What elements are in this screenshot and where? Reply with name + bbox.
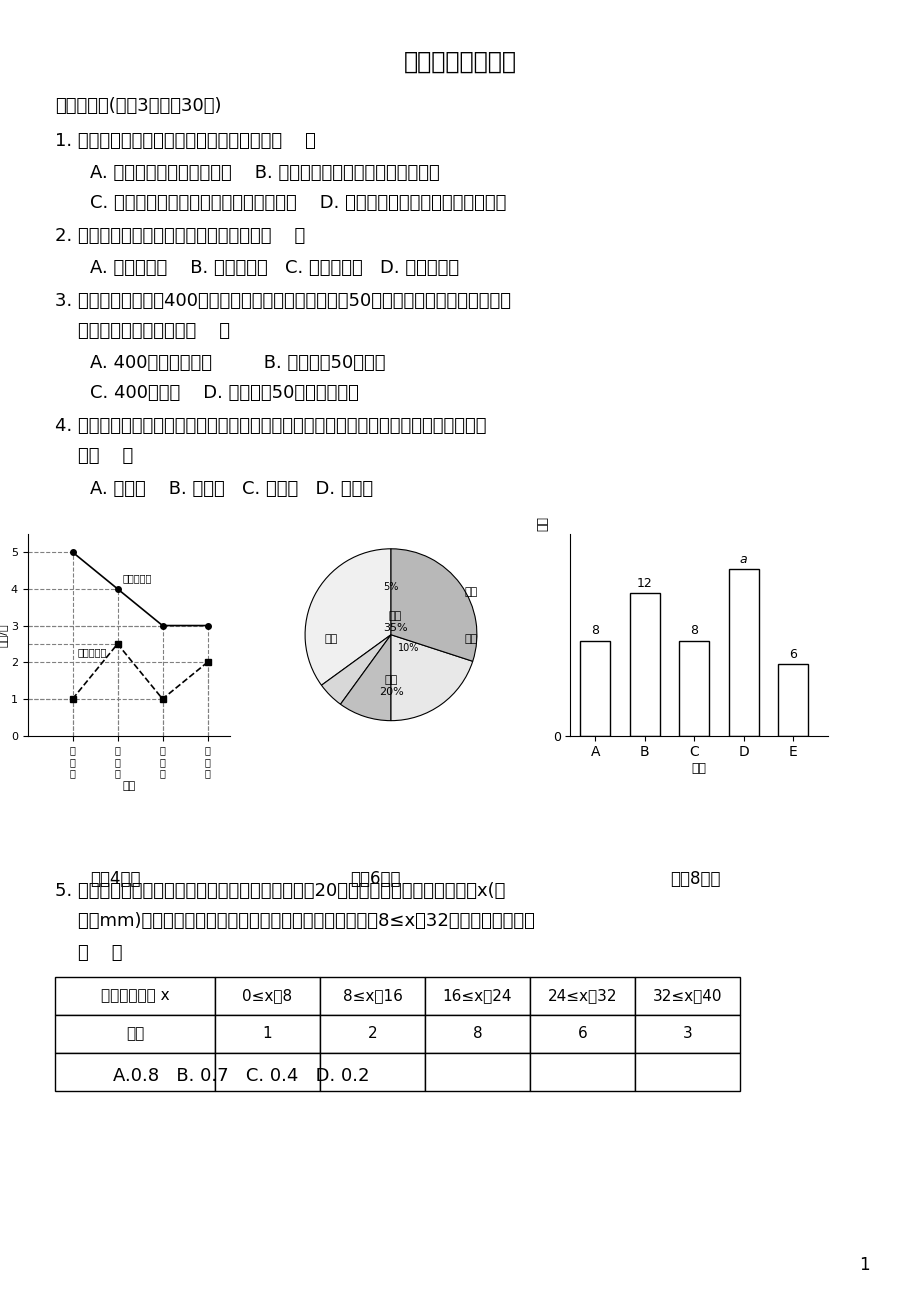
每千克进价 bbox=[157, 691, 168, 707]
Text: 24≤x＜32: 24≤x＜32 bbox=[547, 988, 617, 1004]
Text: 3. 为了解某校九年级400名学生的体重情况，从中抽取了50名学生的体重进行统计分析，: 3. 为了解某校九年级400名学生的体重情况，从中抽取了50名学生的体重进行统计… bbox=[55, 292, 510, 310]
Text: （第4题）: （第4题） bbox=[90, 870, 140, 888]
Text: 10%: 10% bbox=[397, 643, 418, 652]
Text: 娱乐
35%: 娱乐 35% bbox=[382, 611, 407, 633]
Text: 8: 8 bbox=[591, 624, 598, 637]
Text: 8: 8 bbox=[689, 624, 698, 637]
Text: 位：mm)的数据分布如下表所示，则棉花纤维长度的数据在8≤x＜32这个范围的频率为: 位：mm)的数据分布如下表所示，则棉花纤维长度的数据在8≤x＜32这个范围的频率… bbox=[55, 911, 534, 930]
Bar bbox=[529, 1053, 634, 1091]
Text: A. 调查春节晚会的收视情况    B. 调查一批新型节能灯泡的使用寿命: A. 调查春节晚会的收视情况 B. 调查一批新型节能灯泡的使用寿命 bbox=[90, 164, 439, 182]
Bar bbox=[630, 594, 659, 736]
Bar bbox=[425, 1053, 529, 1091]
Text: 0≤x＜8: 0≤x＜8 bbox=[243, 988, 292, 1004]
每千克进价 bbox=[202, 655, 213, 671]
每千克售价 bbox=[67, 544, 78, 560]
Bar bbox=[425, 1016, 529, 1053]
Text: 8≤x＜16: 8≤x＜16 bbox=[342, 988, 402, 1004]
Text: 5. 某棉纺厂为了解一批棉花的质量，从中随机抽取了20根棉花纤维进行测量，其长度x(单: 5. 某棉纺厂为了解一批棉花的质量，从中随机抽取了20根棉花纤维进行测量，其长度… bbox=[55, 881, 505, 900]
Text: 12: 12 bbox=[636, 577, 652, 590]
Bar bbox=[55, 976, 215, 1016]
Bar bbox=[320, 1053, 425, 1091]
Bar bbox=[55, 1016, 215, 1053]
Bar bbox=[320, 1016, 425, 1053]
Text: 每千克进价: 每千克进价 bbox=[77, 647, 107, 658]
Text: 体育
20%: 体育 20% bbox=[379, 676, 403, 697]
Text: 频数: 频数 bbox=[126, 1026, 144, 1042]
Bar bbox=[678, 641, 709, 736]
Text: 2: 2 bbox=[368, 1026, 377, 1042]
Bar bbox=[529, 976, 634, 1016]
Wedge shape bbox=[305, 549, 391, 685]
Bar bbox=[529, 1016, 634, 1053]
Text: 6: 6 bbox=[577, 1026, 586, 1042]
Text: 8: 8 bbox=[472, 1026, 482, 1042]
Text: 1: 1 bbox=[858, 1256, 869, 1273]
Line: 每千克进价: 每千克进价 bbox=[70, 641, 210, 702]
Bar bbox=[634, 1053, 739, 1091]
Text: 一、选择题(每题3分，共30分): 一、选择题(每题3分，共30分) bbox=[55, 98, 221, 115]
Text: A. 400名学生的体重         B. 被抽取的50名学生: A. 400名学生的体重 B. 被抽取的50名学生 bbox=[90, 354, 385, 372]
Bar bbox=[580, 641, 609, 736]
Bar bbox=[215, 1016, 320, 1053]
Text: 32≤x＜40: 32≤x＜40 bbox=[652, 988, 721, 1004]
Wedge shape bbox=[391, 549, 476, 661]
Text: 每千克售价: 每千克售价 bbox=[122, 573, 152, 583]
Text: 戏曲: 戏曲 bbox=[463, 587, 477, 596]
Text: 6: 6 bbox=[789, 648, 797, 661]
Bar bbox=[320, 976, 425, 1016]
Text: C. 400名学生    D. 被抽取的50名学生的体重: C. 400名学生 D. 被抽取的50名学生的体重 bbox=[90, 384, 358, 402]
Wedge shape bbox=[340, 635, 391, 721]
Y-axis label: 价格/元: 价格/元 bbox=[0, 622, 8, 647]
Bar bbox=[634, 1016, 739, 1053]
X-axis label: 选项: 选项 bbox=[691, 762, 706, 775]
Text: A.0.8   B. 0.7   C. 0.4   D. 0.2: A.0.8 B. 0.7 C. 0.4 D. 0.2 bbox=[90, 1068, 369, 1085]
Text: A. 第一天    B. 第二天   C. 第三天   D. 第四天: A. 第一天 B. 第二天 C. 第三天 D. 第四天 bbox=[90, 480, 373, 497]
Bar bbox=[215, 1053, 320, 1091]
每千克售价 bbox=[112, 581, 123, 596]
Text: 棉花纤维长度 x: 棉花纤维长度 x bbox=[100, 988, 169, 1004]
Text: A. 条形统计图    B. 折线统计图   C. 扇形统计图   D. 以上都可以: A. 条形统计图 B. 折线统计图 C. 扇形统计图 D. 以上都可以 bbox=[90, 259, 459, 277]
每千克售价 bbox=[202, 617, 213, 633]
Text: 4. 某商品四天内每天的每千克进价与售价信息如图所示，则售出该商品每千克利润最大的: 4. 某商品四天内每天的每千克进价与售价信息如图所示，则售出该商品每千克利润最大… bbox=[55, 417, 486, 435]
Wedge shape bbox=[391, 635, 472, 721]
X-axis label: 时间: 时间 bbox=[122, 781, 135, 792]
Text: a: a bbox=[739, 553, 747, 566]
Bar bbox=[425, 976, 529, 1016]
Wedge shape bbox=[321, 635, 391, 704]
Bar bbox=[55, 1053, 215, 1091]
Bar bbox=[728, 569, 758, 736]
Bar bbox=[215, 976, 320, 1016]
Text: （第6题）: （第6题） bbox=[349, 870, 400, 888]
Text: 是（    ）: 是（ ） bbox=[55, 447, 133, 465]
Text: 1: 1 bbox=[263, 1026, 272, 1042]
每千克进价 bbox=[67, 691, 78, 707]
Line: 每千克售价: 每千克售价 bbox=[70, 549, 210, 629]
Text: （    ）: （ ） bbox=[55, 944, 122, 962]
Text: 1. 下列调查中，适宜采用全面调查方式的是（    ）: 1. 下列调查中，适宜采用全面调查方式的是（ ） bbox=[55, 132, 315, 150]
Text: 2. 在反映某种股票的涨跌情况时，应选择（    ）: 2. 在反映某种股票的涨跌情况时，应选择（ ） bbox=[55, 227, 305, 245]
Text: 16≤x＜24: 16≤x＜24 bbox=[442, 988, 512, 1004]
Text: 新闻: 新闻 bbox=[463, 634, 477, 644]
Text: C. 调查我校某班学生喜欢上数学课的情况    D. 调查某类烟花爆竹燃放的安全情况: C. 调查我校某班学生喜欢上数学课的情况 D. 调查某类烟花爆竹燃放的安全情况 bbox=[90, 194, 505, 212]
每千克进价 bbox=[112, 637, 123, 652]
每千克售价 bbox=[157, 617, 168, 633]
Text: 在这个问题中，总体是（    ）: 在这个问题中，总体是（ ） bbox=[55, 322, 230, 340]
Text: 第十章达标检测卷: 第十章达标检测卷 bbox=[403, 49, 516, 74]
Bar bbox=[634, 976, 739, 1016]
Y-axis label: 人数: 人数 bbox=[536, 516, 550, 531]
Text: （第8题）: （第8题） bbox=[669, 870, 720, 888]
Text: 5%: 5% bbox=[383, 582, 398, 592]
Text: 3: 3 bbox=[682, 1026, 692, 1042]
Text: 动画: 动画 bbox=[323, 634, 337, 644]
Bar bbox=[777, 664, 807, 736]
